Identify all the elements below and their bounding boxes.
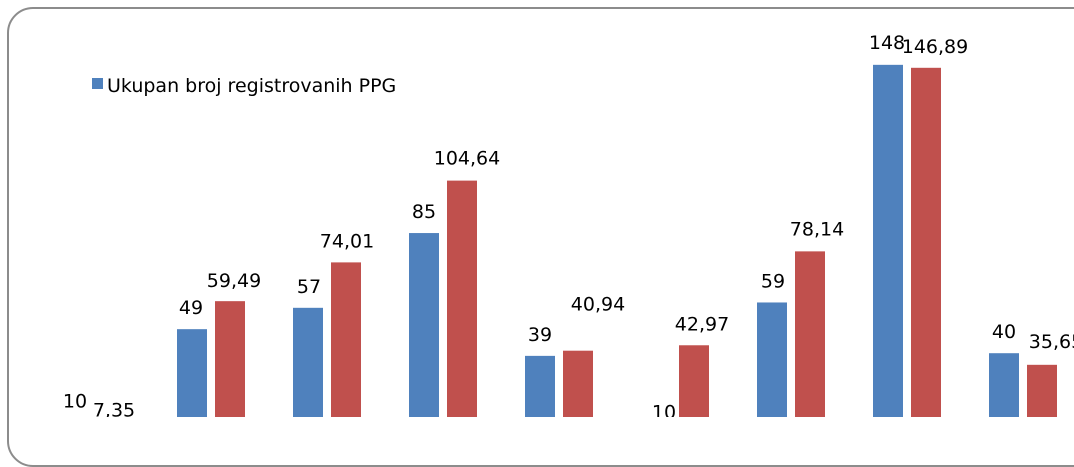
- bar-series-2-2: [215, 301, 245, 417]
- bar-series-2-4: [447, 180, 477, 417]
- data-label-series-2-8: 146,89: [902, 36, 968, 58]
- data-label-series-1-9: 40: [992, 321, 1016, 343]
- bar-series-1-9: [989, 353, 1019, 417]
- bar-series-2-7: [795, 251, 825, 417]
- data-label-series-1-7: 59: [761, 270, 785, 292]
- data-label-series-2-4: 104,64: [434, 148, 500, 170]
- bar-series-1-4: [409, 233, 439, 417]
- data-label-series-2-6: 42,97: [675, 313, 729, 335]
- legend-swatch-series-1: [92, 78, 103, 89]
- data-label-series-2-1: 7,35: [93, 399, 135, 417]
- data-label-series-1-2: 49: [179, 297, 203, 319]
- bar-series-1-3: [293, 307, 323, 417]
- data-label-series-2-5: 40,94: [571, 294, 625, 316]
- data-label-series-1-6: 10: [652, 401, 676, 417]
- bar-series-2-9: [1027, 364, 1057, 417]
- bar-chart: 10 49 57 85 39 10 59 148 40 7,35 59,49 74,01 104,64 4…: [63, 32, 1074, 417]
- bar-series-1-2: [177, 329, 207, 417]
- data-label-series-2-2: 59,49: [207, 270, 261, 292]
- legend-label-series-1: Ukupan broj registrovanih PPG: [107, 75, 397, 97]
- bar-series-1-7: [757, 302, 787, 417]
- legend: Ukupan broj registrovanih PPG: [92, 70, 427, 102]
- data-label-series-2-3: 74,01: [320, 230, 374, 252]
- bar-series-2-8: [911, 67, 941, 417]
- data-label-series-1-5: 39: [528, 324, 552, 346]
- bar-series-2-6: [679, 345, 709, 417]
- bar-series-2-3: [331, 262, 361, 417]
- data-label-series-2-7: 78,14: [790, 218, 844, 240]
- data-label-series-1-8: 148: [869, 32, 905, 54]
- data-label-series-1-4: 85: [412, 201, 436, 223]
- data-label-series-1-1: 10: [63, 390, 87, 412]
- data-label-series-1-3: 57: [297, 276, 321, 298]
- bar-series-1-5: [525, 355, 555, 417]
- bar-series-2-5: [563, 350, 593, 417]
- bar-series-1-8: [873, 64, 903, 417]
- data-label-series-2-9: 35,65: [1029, 331, 1074, 353]
